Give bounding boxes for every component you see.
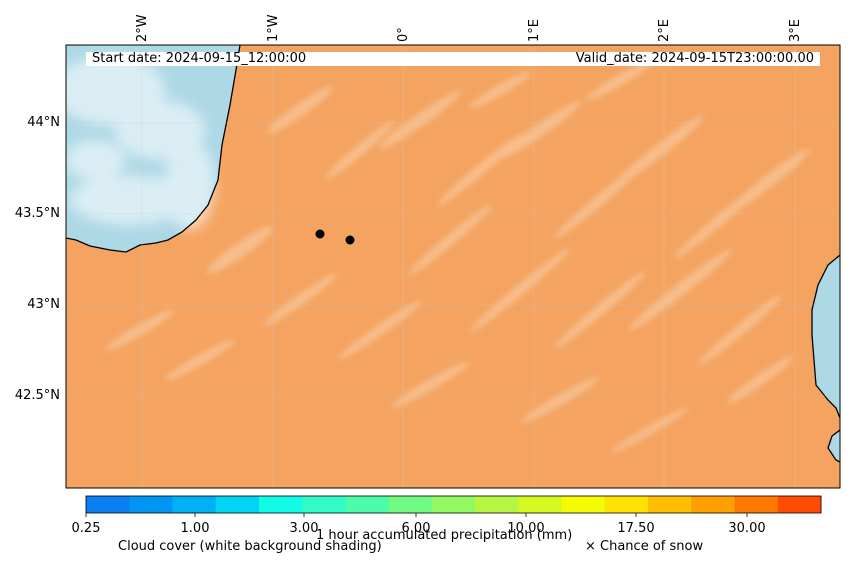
colorbar-frame <box>85 495 822 514</box>
colorbar-tick-label: 6.00 <box>401 521 431 536</box>
lat-label-43-5n: 43.5°N <box>14 206 60 221</box>
colorbar-tick-label: 3.00 <box>289 521 319 536</box>
date-banner: Start date: 2024-09-15_12:00:00 Valid_da… <box>86 51 820 66</box>
colorbar-title: 1 hour accumulated precipitation (mm) <box>316 528 573 543</box>
colorbar-segment <box>777 496 822 513</box>
colorbar-segment <box>431 496 476 513</box>
colorbar-segment <box>345 496 390 513</box>
colorbar-segment <box>129 496 173 513</box>
lon-label-2e: 2°E <box>657 19 672 42</box>
lat-label-44n: 44°N <box>27 115 60 130</box>
colorbar-segment <box>648 496 692 513</box>
lon-label-1e: 1°E <box>527 19 542 42</box>
start-date: Start date: 2024-09-15_12:00:00 <box>92 51 307 66</box>
lat-label-43n: 43°N <box>27 297 60 312</box>
valid-date: Valid_date: 2024-09-15T23:00:00.00 <box>575 51 814 66</box>
lon-label-3e: 3°E <box>788 19 803 42</box>
colorbar-tick-label: 10.00 <box>507 521 545 536</box>
colorbar-segment <box>258 496 303 513</box>
colorbar-segment <box>172 496 217 513</box>
colorbar-segment <box>691 496 736 513</box>
cloud-cover-legend: Cloud cover (white background shading) <box>118 539 382 554</box>
gridlines <box>66 45 840 488</box>
location-marker-1 <box>315 229 325 239</box>
lon-label-2w: 2°W <box>135 14 150 42</box>
colorbar-tick-label: 0.25 <box>71 521 101 536</box>
snow-legend: × Chance of snow <box>585 539 704 554</box>
colorbar-tick-label: 1.00 <box>180 521 210 536</box>
colorbar-segment <box>302 496 346 513</box>
colorbar <box>85 495 822 517</box>
colorbar-segment <box>215 496 260 513</box>
lat-label-42-5n: 42.5°N <box>14 388 60 403</box>
coastline-mediterranean <box>811 254 840 463</box>
colorbar-segment <box>604 496 649 513</box>
sea-mediterranean <box>812 255 840 462</box>
colorbar-segment <box>475 496 519 513</box>
colorbar-segment <box>388 496 433 513</box>
colorbar-segment <box>86 496 130 513</box>
location-marker-2 <box>345 235 355 245</box>
cloud-streaks <box>105 59 810 453</box>
colorbar-segment <box>561 496 606 513</box>
lon-label-1w: 1°W <box>266 14 281 42</box>
lon-label-0: 0° <box>396 27 411 42</box>
colorbar-segment <box>518 496 563 513</box>
colorbar-segment <box>734 496 779 513</box>
cloud-shading <box>66 55 215 230</box>
map-frame <box>65 44 841 489</box>
colorbar-tick-label: 30.00 <box>728 521 766 536</box>
coastline-atlantic <box>66 45 241 253</box>
colorbar-tick-label: 17.50 <box>617 521 655 536</box>
